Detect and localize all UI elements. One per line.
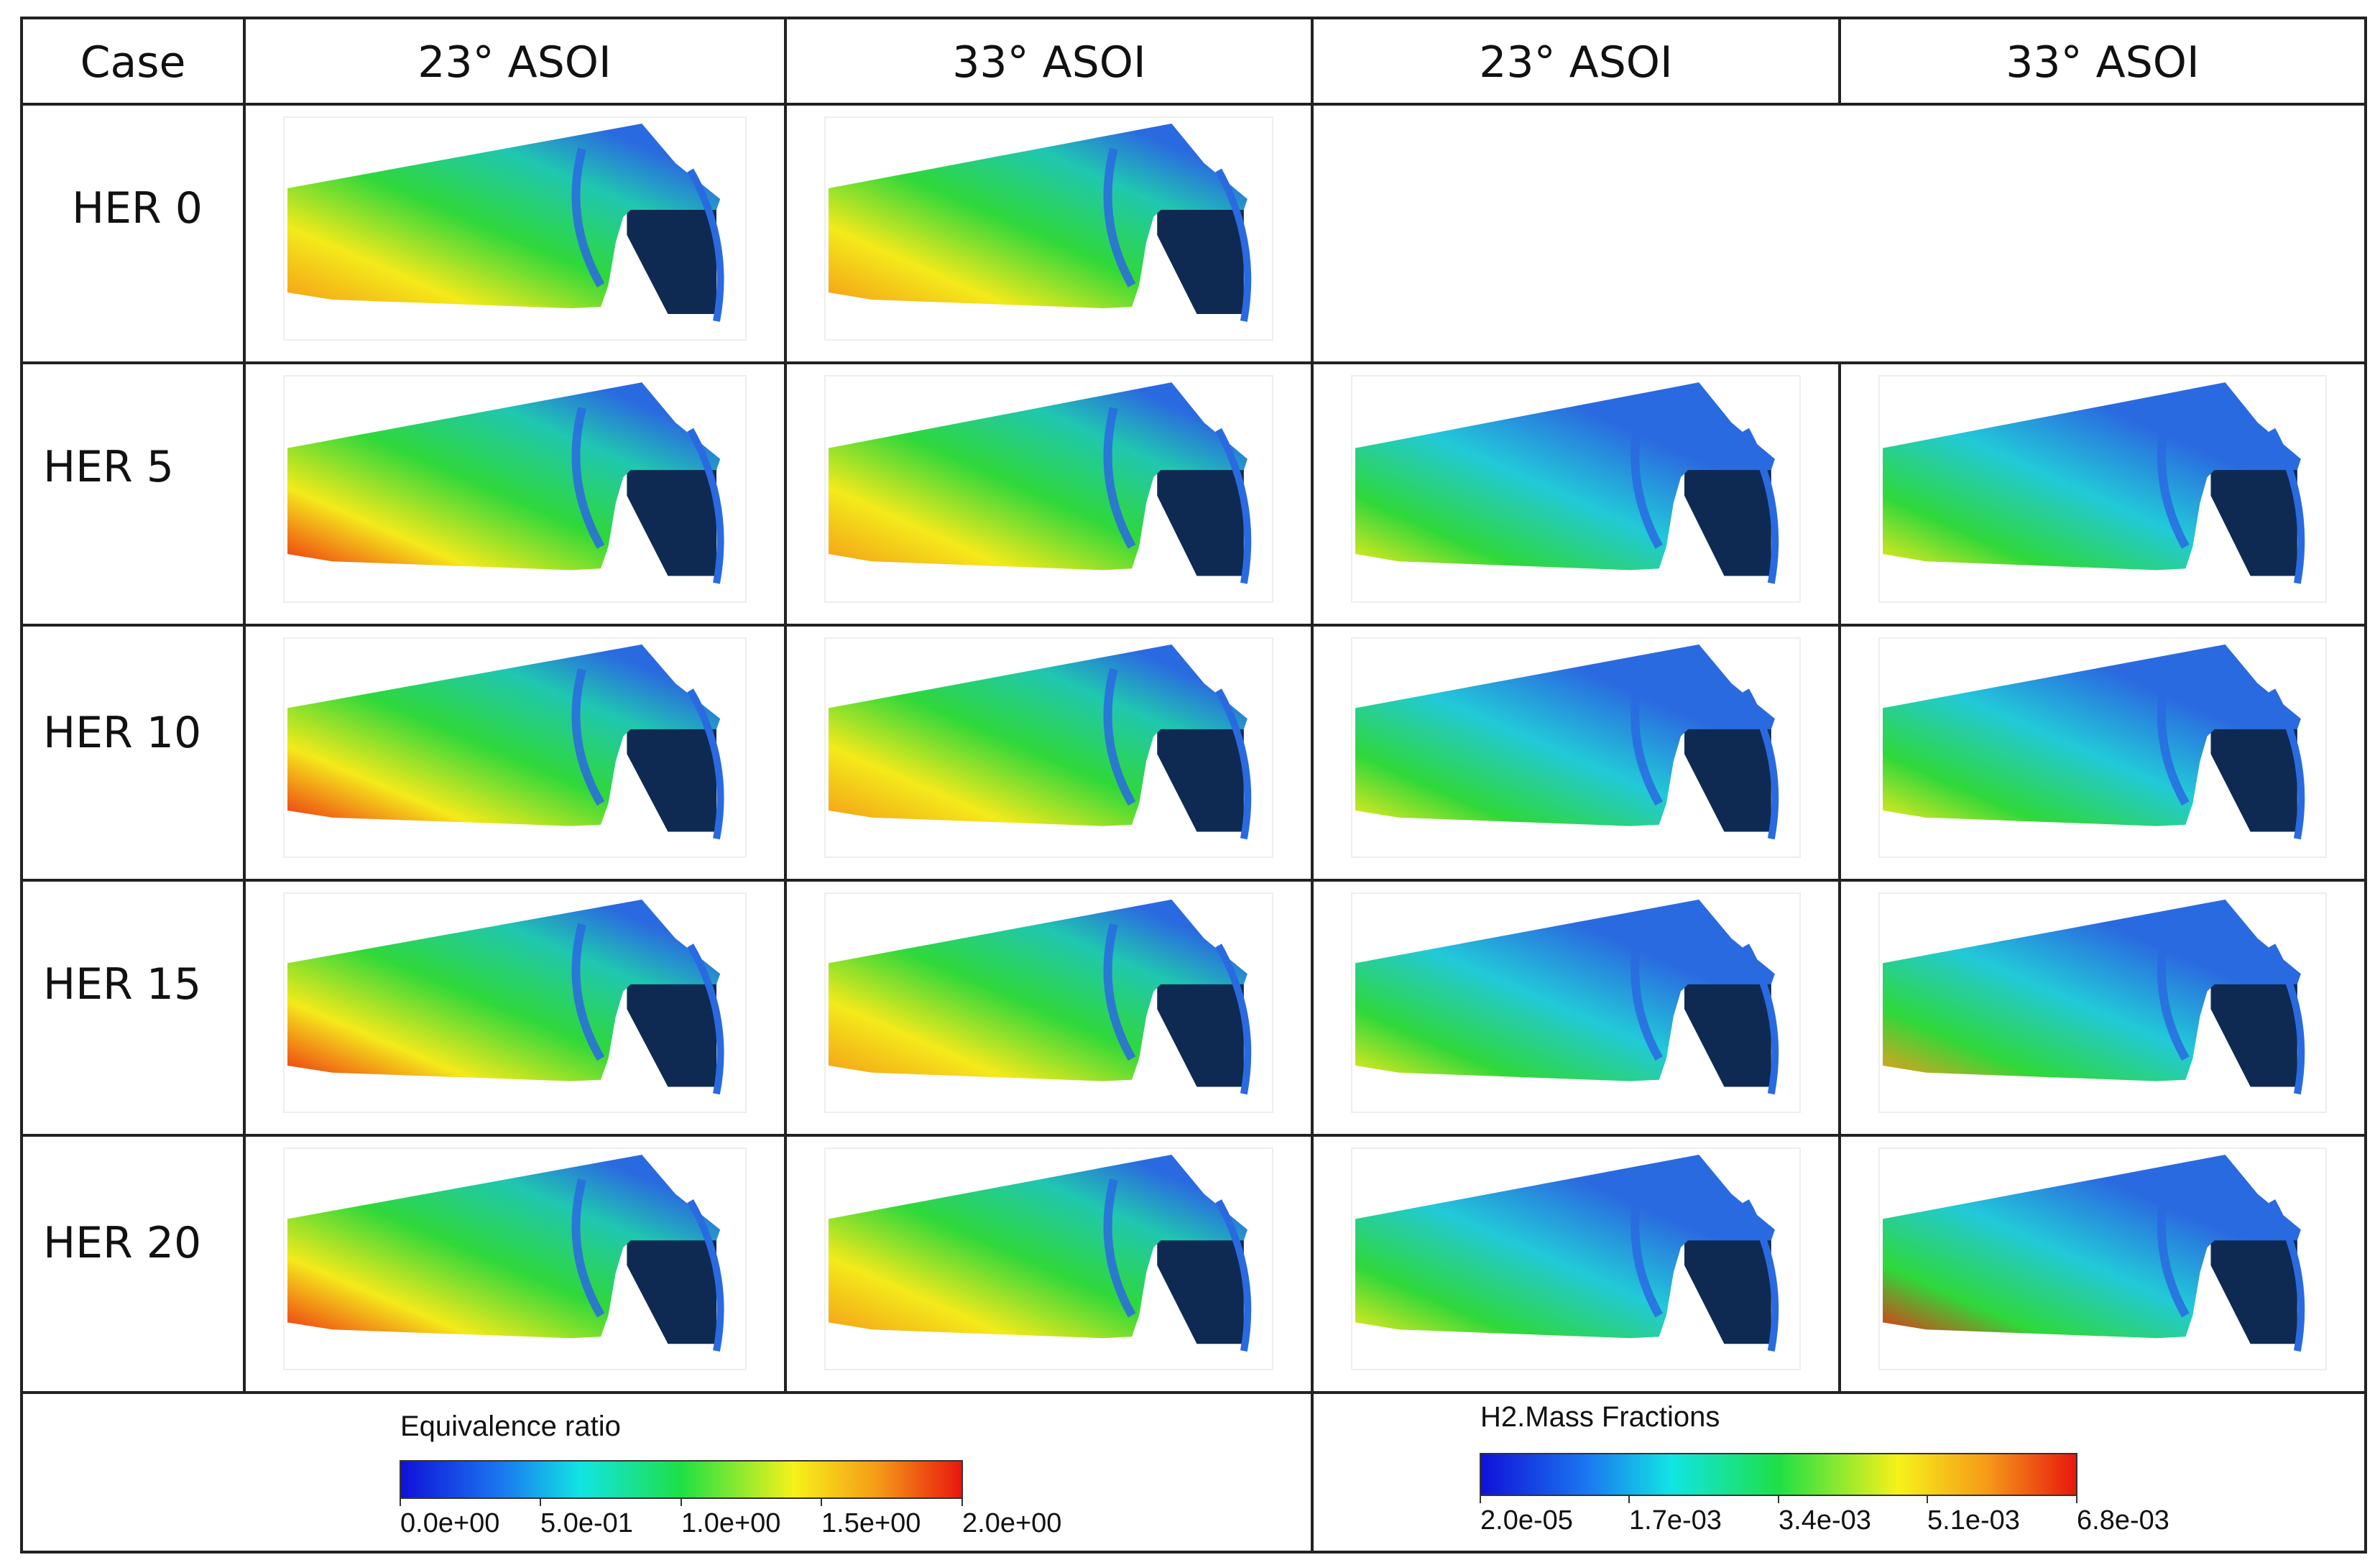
legend-phi-tick-3: 1.5e+00 [821, 1508, 921, 1538]
legend-h2-tick-4: 6.8e-03 [2077, 1505, 2169, 1536]
contour-phi-row2-col0 [283, 637, 747, 858]
legend-h2-ticks [1480, 1495, 2077, 1503]
legend-h2-tick-2: 3.4e-03 [1779, 1505, 1871, 1536]
contour-phi-row4-col0 [283, 1148, 747, 1370]
header-case: Case [80, 37, 186, 88]
contour-phi-row1-col1 [824, 375, 1273, 603]
legend-h2-tick-0: 2.0e-05 [1480, 1505, 1573, 1536]
contour-images [283, 116, 2327, 1370]
table-grid-lines [20, 17, 2367, 1554]
legend-h2-tick-3: 5.1e-03 [1927, 1505, 2020, 1536]
row-labels: HER 0 HER 5 HER 10 HER 15 HER 20 [43, 183, 203, 1268]
legend-h2-title: H2.Mass Fractions [1480, 1401, 1720, 1433]
contour-phi-row4-col1 [824, 1148, 1273, 1370]
header-h2-33: 33° ASOI [2006, 37, 2199, 88]
legend-phi-ticks [400, 1498, 963, 1506]
contour-h2-row2-col1 [1878, 637, 2327, 858]
legend-equivalence-ratio: Equivalence ratio 0.0e+00 5.0e-01 1.0e+0… [400, 1411, 1061, 1538]
contour-h2-row4-col1 [1878, 1148, 2327, 1370]
contour-h2-row1-col1 [1878, 375, 2327, 603]
legend-h2-tick-1: 1.7e-03 [1629, 1505, 1722, 1536]
header-row: Case 23° ASOI 33° ASOI 23° ASOI 33° ASOI [80, 37, 2200, 88]
contour-h2-row2-col0 [1351, 637, 1801, 858]
row-label-her-5: HER 5 [43, 442, 174, 492]
contour-h2-row3-col0 [1351, 892, 1801, 1113]
contour-h2-row3-col1 [1878, 892, 2327, 1113]
contour-phi-row0-col1 [824, 116, 1273, 341]
header-phi-33: 33° ASOI [952, 37, 1145, 88]
contour-h2-row1-col0 [1351, 375, 1801, 603]
header-h2-23: 23° ASOI [1479, 37, 1672, 88]
legend-h2-colorbar [1480, 1453, 2077, 1496]
contour-phi-row2-col1 [824, 637, 1273, 858]
contour-phi-row0-col0 [283, 116, 747, 341]
contour-phi-row3-col1 [824, 892, 1273, 1113]
legend-phi-tick-4: 2.0e+00 [962, 1508, 1061, 1538]
row-label-her-0: HER 0 [72, 183, 203, 234]
legend-h2-mass-fraction: H2.Mass Fractions 2.0e-05 1.7e-03 3.4e-0… [1480, 1401, 2169, 1536]
legend-phi-title: Equivalence ratio [400, 1411, 621, 1442]
contour-phi-row1-col0 [283, 375, 747, 603]
legend-phi-colorbar [400, 1460, 963, 1499]
row-label-her-15: HER 15 [43, 959, 201, 1010]
header-phi-23: 23° ASOI [418, 37, 611, 88]
contour-h2-row4-col0 [1351, 1148, 1801, 1370]
row-label-her-20: HER 20 [43, 1218, 201, 1268]
legend-phi-tick-0: 0.0e+00 [400, 1508, 499, 1538]
legend-phi-tick-1: 5.0e-01 [540, 1508, 633, 1538]
contour-phi-row3-col0 [283, 892, 747, 1113]
row-label-her-10: HER 10 [43, 708, 201, 758]
legend-phi-tick-2: 1.0e+00 [681, 1508, 780, 1538]
